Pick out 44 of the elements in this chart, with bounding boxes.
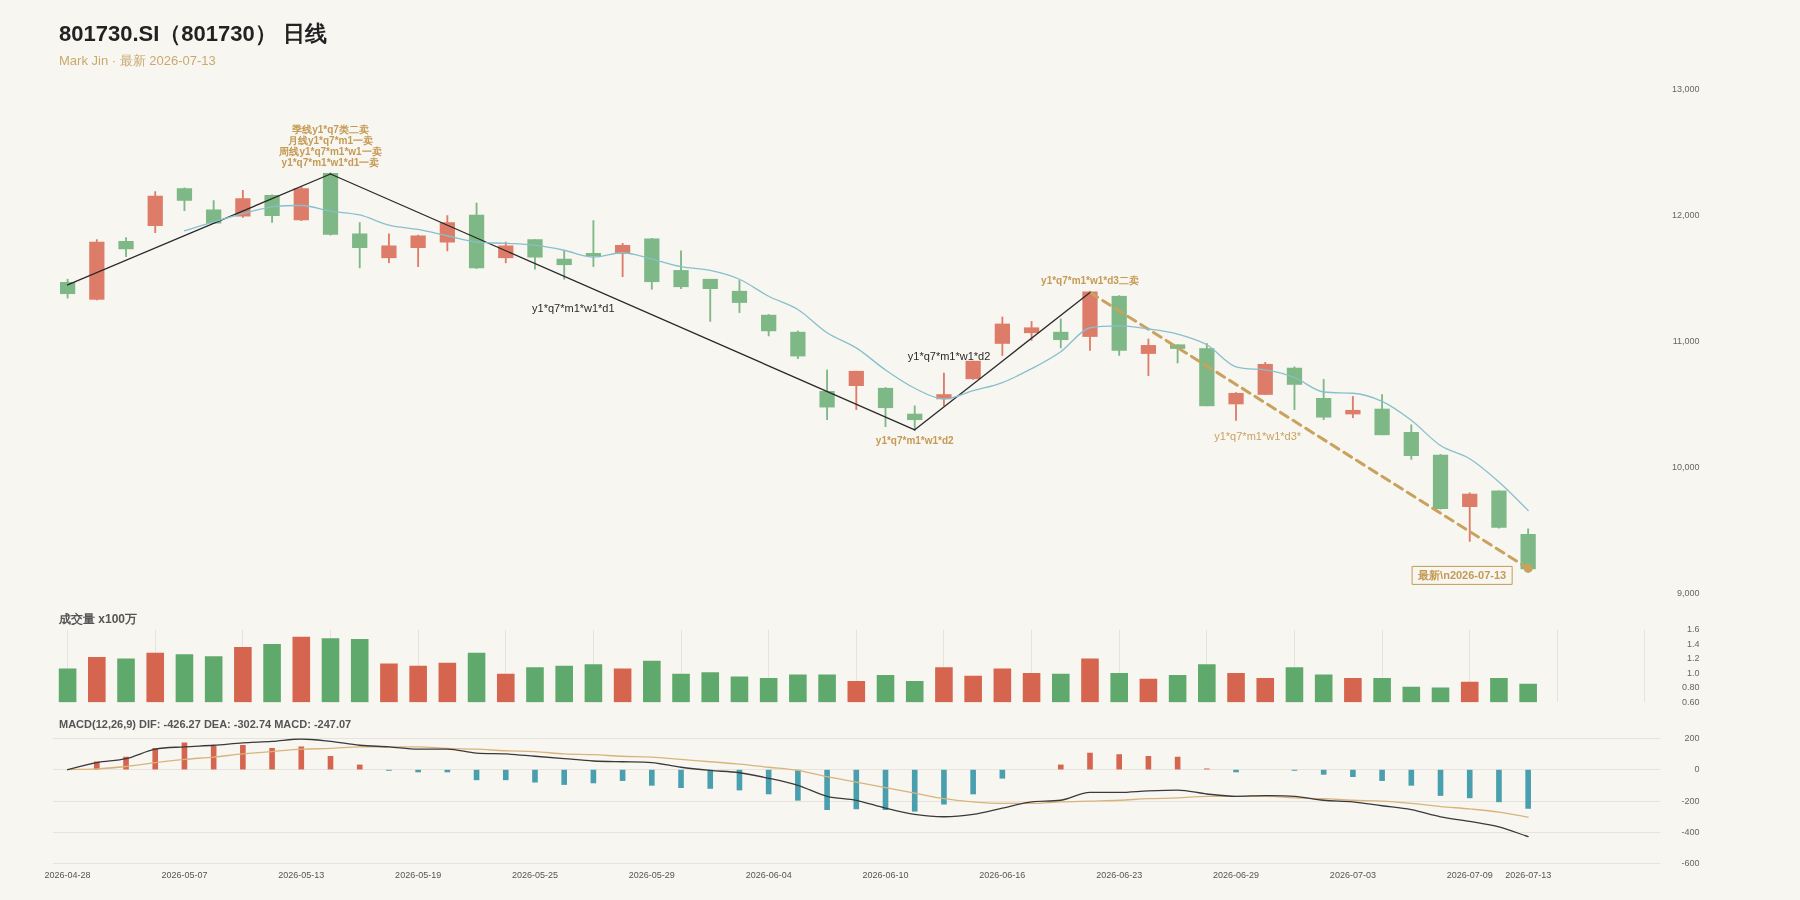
y-tick-label: 0 xyxy=(1694,764,1700,775)
y-tick-label: 1.4 xyxy=(1687,638,1700,649)
annotation: y1*q7*m1*w1*d3二卖 xyxy=(1041,275,1139,287)
annotation: y1*q7*m1*w1*d1一卖 xyxy=(281,156,380,168)
y-tick-label: -600 xyxy=(1681,858,1700,869)
x-tick-label: 2026-06-10 xyxy=(862,869,909,880)
chart-title: 成交量 x100万 xyxy=(59,611,138,628)
x-tick-label: 2026-05-29 xyxy=(628,869,675,880)
annotation: y1*q7*m1*w1*d2 xyxy=(875,434,955,446)
x-tick-label: 2026-07-03 xyxy=(1329,869,1376,880)
x-tick-label: 2026-07-09 xyxy=(1446,869,1493,880)
series-label: y1*q7*m1*w1*d2 xyxy=(907,350,991,363)
chart-title: 801730.SI（801730） 日线 xyxy=(59,20,327,48)
chart-subtitle: Mark Jin · 最新 2026-07-13 xyxy=(59,52,216,70)
annotation: 季线y1*q7类二卖 xyxy=(291,123,369,135)
x-tick-label: 2026-06-23 xyxy=(1096,869,1143,880)
y-tick-label: 0.80 xyxy=(1682,682,1700,693)
x-tick-label: 2026-05-19 xyxy=(395,869,442,880)
y-tick-label: 9,000 xyxy=(1677,588,1700,599)
y-tick-label: 12,000 xyxy=(1672,210,1700,221)
annotation: 周线y1*q7*m1*w1一卖 xyxy=(278,145,382,157)
y-tick-label: 1.2 xyxy=(1687,653,1700,664)
series-label: y1*q7*m1*w1*d1 xyxy=(532,301,615,314)
y-tick-label: -400 xyxy=(1681,826,1700,837)
y-tick-label: 11,000 xyxy=(1672,336,1700,347)
x-tick-label: 2026-07-13 xyxy=(1505,869,1552,880)
annotation: 最新\n2026-07-13 xyxy=(1417,568,1507,581)
y-tick-label: 13,000 xyxy=(1672,84,1700,95)
x-tick-label: 2026-06-29 xyxy=(1213,869,1260,880)
x-tick-label: 2026-06-16 xyxy=(979,869,1026,880)
x-tick-label: 2026-04-28 xyxy=(44,869,91,880)
annotation: 月线y1*q7*m1一卖 xyxy=(286,134,374,146)
y-tick-label: 1.0 xyxy=(1687,667,1700,678)
x-tick-label: 2026-05-25 xyxy=(511,869,558,880)
x-tick-label: 2026-05-07 xyxy=(161,869,208,880)
chart-title: MACD(12,26,9) DIF: -426.27 DEA: -302.74 MACD: -247.07 xyxy=(59,718,352,730)
x-tick-label: 2026-05-13 xyxy=(278,869,325,880)
y-tick-label: -200 xyxy=(1681,795,1700,806)
y-tick-label: 0.60 xyxy=(1682,696,1700,707)
y-tick-label: 200 xyxy=(1684,732,1700,743)
y-tick-label: 10,000 xyxy=(1672,462,1700,473)
x-tick-label: 2026-06-04 xyxy=(745,869,792,880)
y-tick-label: 1.6 xyxy=(1687,624,1700,635)
series-label: y1*q7*m1*w1*d3* xyxy=(1214,430,1302,443)
